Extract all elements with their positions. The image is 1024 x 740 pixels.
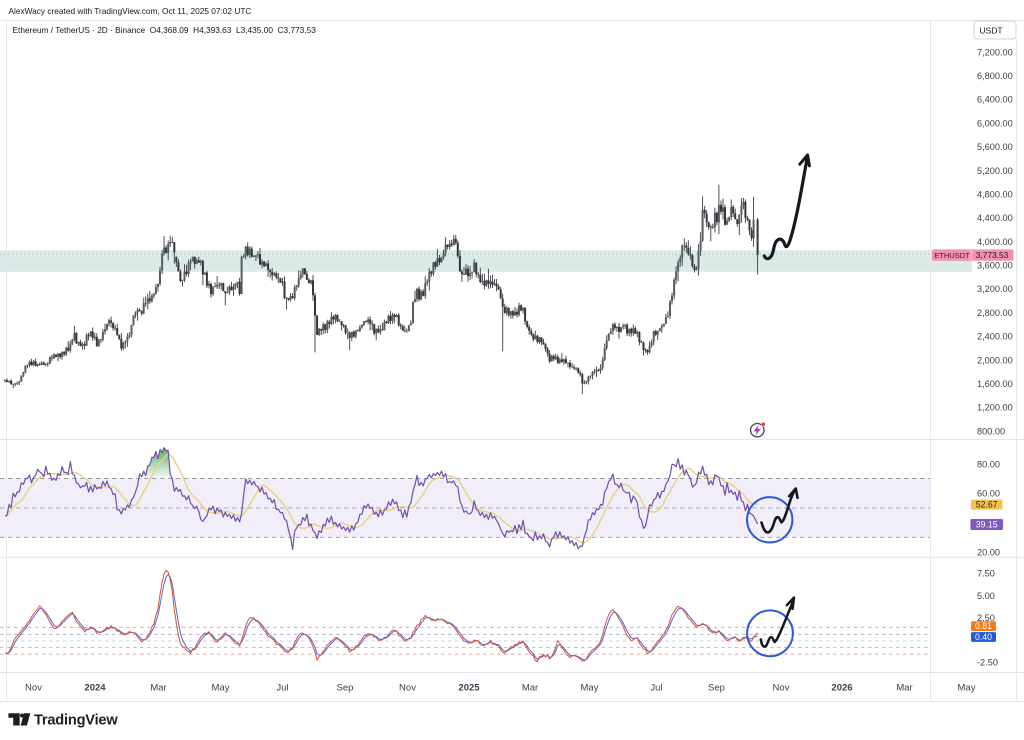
svg-text:2.50: 2.50 xyxy=(977,613,995,623)
svg-text:Sep: Sep xyxy=(708,683,725,694)
svg-text:60.00: 60.00 xyxy=(977,489,1000,499)
svg-text:3,200.00: 3,200.00 xyxy=(977,284,1013,294)
svg-text:80.00: 80.00 xyxy=(977,459,1000,469)
svg-text:3,600.00: 3,600.00 xyxy=(977,261,1013,271)
svg-text:2,000.00: 2,000.00 xyxy=(977,355,1013,365)
svg-text:4,000.00: 4,000.00 xyxy=(977,237,1013,247)
svg-text:Nov: Nov xyxy=(399,683,416,694)
svg-text:-2.50: -2.50 xyxy=(977,658,998,668)
svg-text:Mar: Mar xyxy=(896,683,912,694)
svg-text:20.00: 20.00 xyxy=(977,548,1000,558)
svg-text:4,400.00: 4,400.00 xyxy=(977,213,1013,223)
svg-text:2,400.00: 2,400.00 xyxy=(977,332,1013,342)
svg-text:7.50: 7.50 xyxy=(977,568,995,578)
svg-text:52.67: 52.67 xyxy=(976,500,998,510)
svg-text:May: May xyxy=(581,683,599,694)
svg-text:ETHUSDT: ETHUSDT xyxy=(934,251,970,260)
svg-text:AlexWacy created with TradingV: AlexWacy created with TradingView.com, O… xyxy=(9,6,252,16)
svg-text:5.00: 5.00 xyxy=(977,591,995,601)
svg-text:2025: 2025 xyxy=(458,683,480,694)
svg-text:Mar: Mar xyxy=(150,683,166,694)
svg-text:0.81: 0.81 xyxy=(975,621,992,631)
svg-text:4,800.00: 4,800.00 xyxy=(977,190,1013,200)
svg-text:7,200.00: 7,200.00 xyxy=(977,47,1013,57)
svg-text:6,800.00: 6,800.00 xyxy=(977,71,1013,81)
svg-text:Nov: Nov xyxy=(773,683,790,694)
svg-text:5,600.00: 5,600.00 xyxy=(977,142,1013,152)
svg-text:May: May xyxy=(958,683,976,694)
svg-text:Mar: Mar xyxy=(522,683,538,694)
svg-text:3,773.53: 3,773.53 xyxy=(976,250,1009,260)
svg-text:800.00: 800.00 xyxy=(977,426,1005,436)
svg-text:May: May xyxy=(212,683,230,694)
svg-text:2,800.00: 2,800.00 xyxy=(977,308,1013,318)
svg-text:5,200.00: 5,200.00 xyxy=(977,166,1013,176)
svg-text:2024: 2024 xyxy=(84,683,106,694)
svg-text:1,200.00: 1,200.00 xyxy=(977,403,1013,413)
svg-text:Nov: Nov xyxy=(25,683,42,694)
svg-text:6,400.00: 6,400.00 xyxy=(977,95,1013,105)
svg-text:Sep: Sep xyxy=(337,683,354,694)
svg-text:Ethereum / TetherUS · 2D · Bin: Ethereum / TetherUS · 2D · Binance O4,36… xyxy=(13,25,317,35)
svg-text:2026: 2026 xyxy=(831,683,852,694)
svg-text:Jul: Jul xyxy=(276,683,288,694)
svg-text:6,000.00: 6,000.00 xyxy=(977,118,1013,128)
svg-text:USDT: USDT xyxy=(979,25,1002,35)
svg-text:1,600.00: 1,600.00 xyxy=(977,379,1013,389)
svg-text:Jul: Jul xyxy=(650,683,662,694)
svg-text:0.40: 0.40 xyxy=(975,632,992,642)
svg-text:TradingView: TradingView xyxy=(34,713,118,729)
svg-text:39.15: 39.15 xyxy=(976,520,998,530)
